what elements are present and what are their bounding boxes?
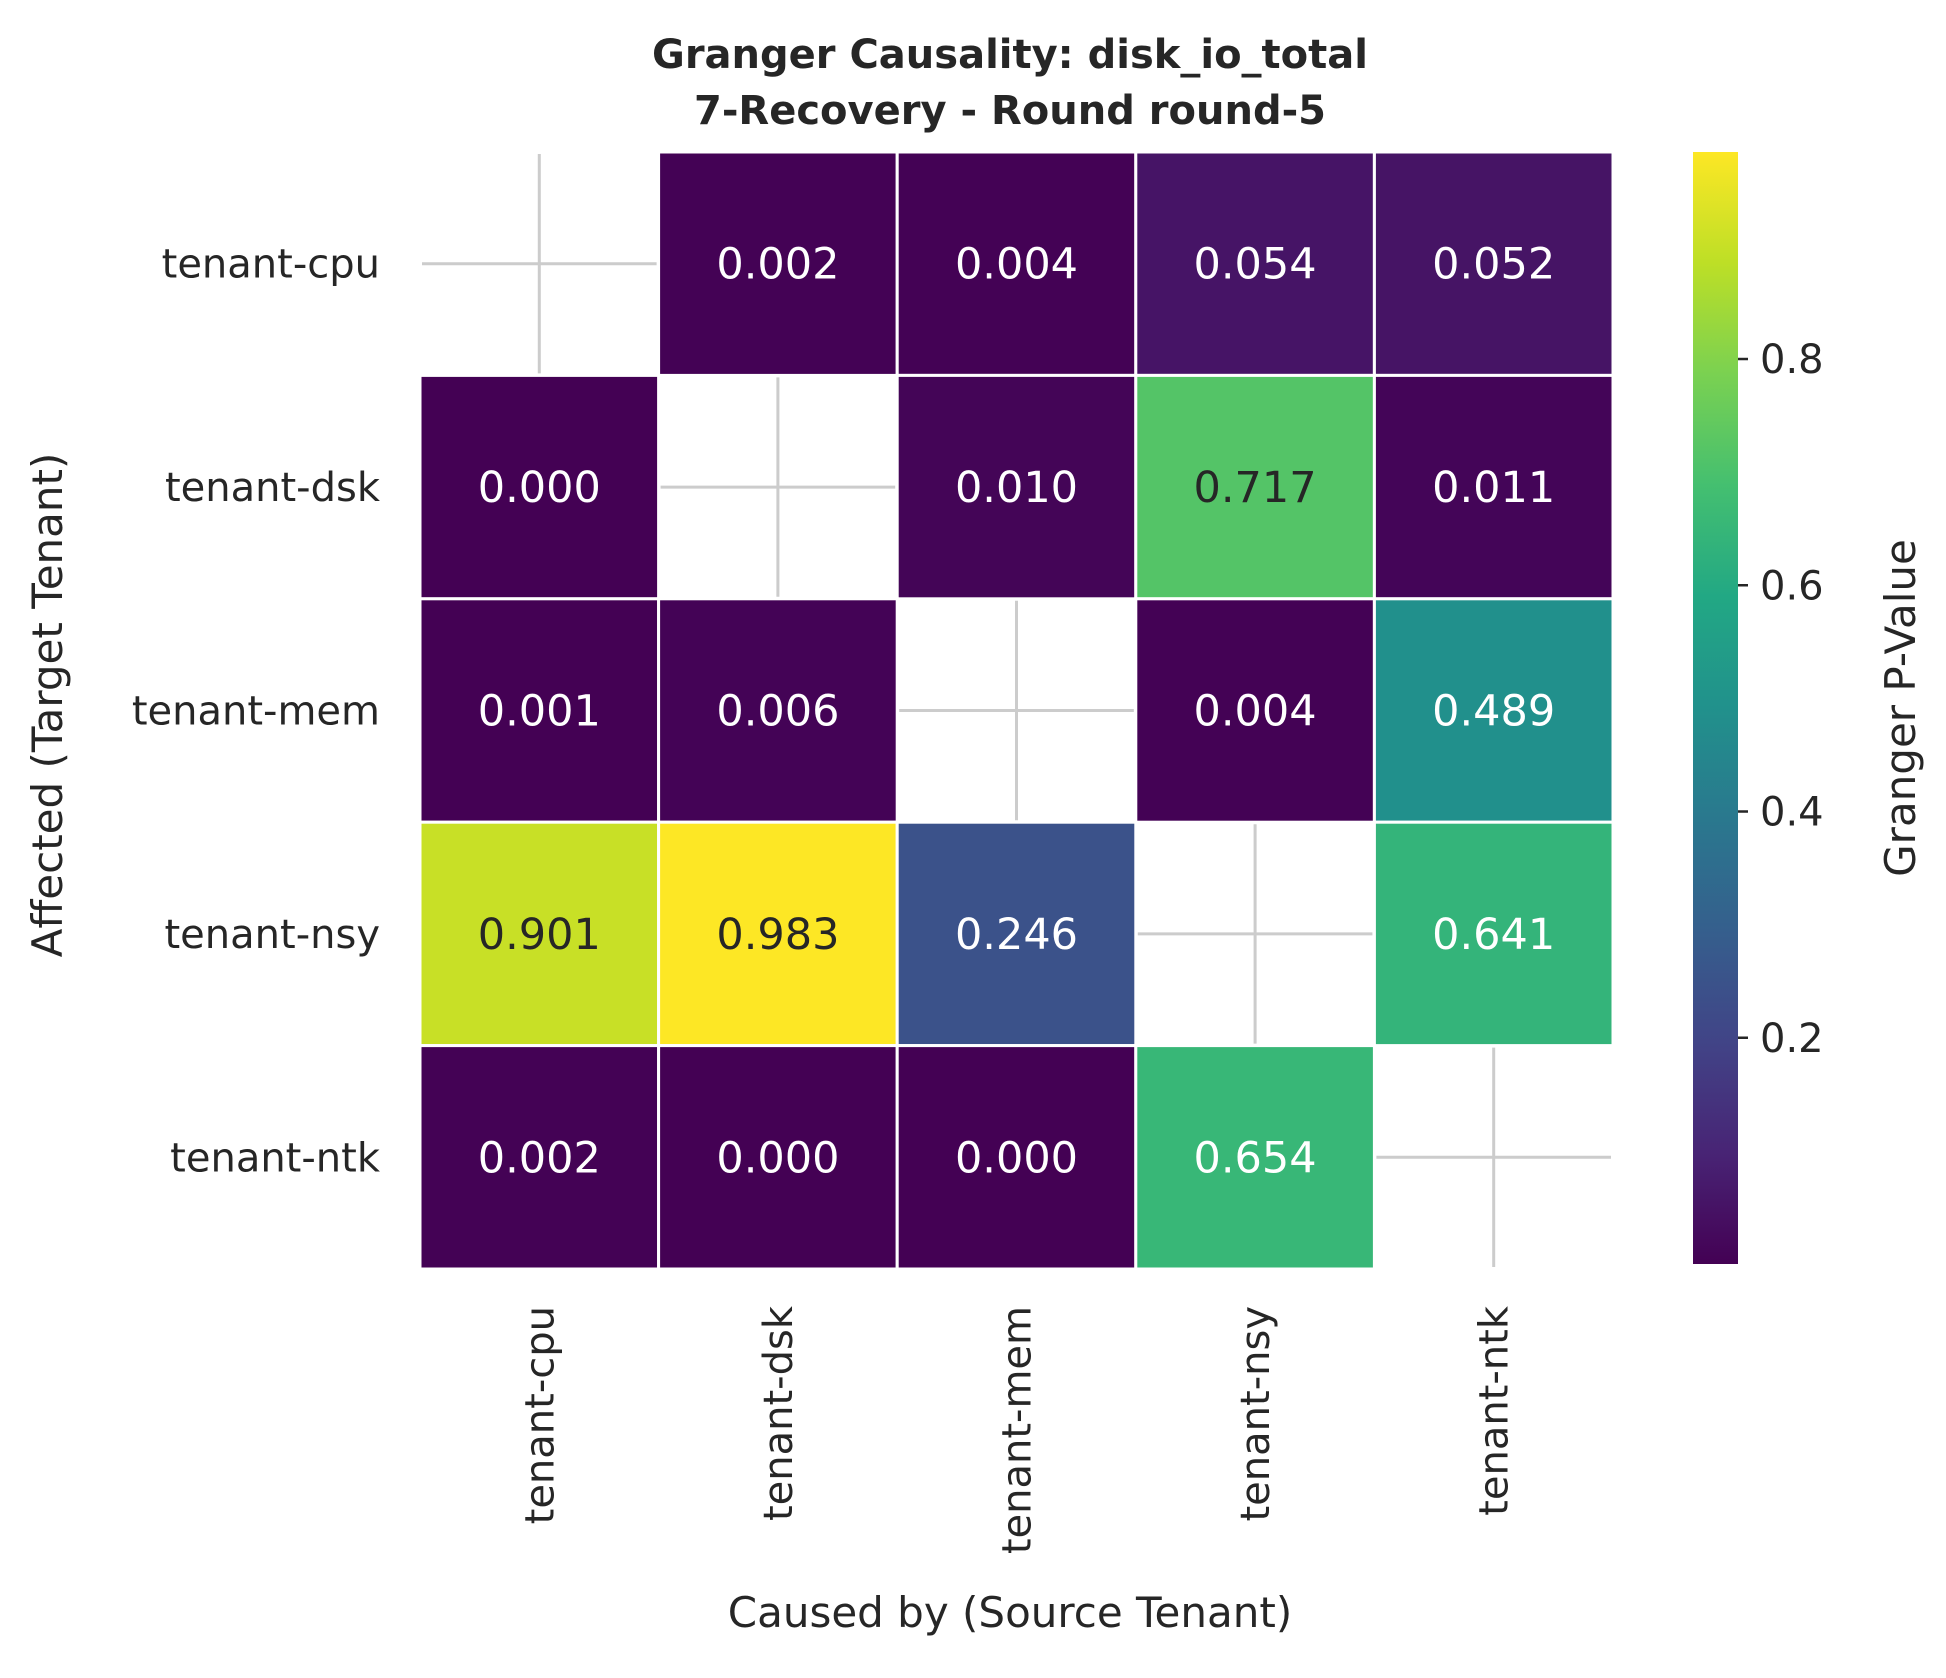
heatmap-cell bbox=[657, 820, 899, 1048]
cell-value-label: 0.983 bbox=[716, 910, 839, 960]
cell-value-label: 0.246 bbox=[955, 910, 1078, 960]
heatmap-cell bbox=[418, 373, 661, 601]
chart-subtitle: 7-Recovery - Round round-5 bbox=[694, 88, 1326, 134]
y-tick-label: tenant-mem bbox=[132, 689, 380, 735]
y-tick-label: tenant-nsy bbox=[165, 912, 381, 958]
cell-value-label: 0.654 bbox=[1194, 1133, 1317, 1183]
x-tick-label: tenant-cpu bbox=[517, 1306, 563, 1524]
colorbar: 0.2 0.4 0.6 0.8 Granger P-Value bbox=[1693, 152, 1925, 1264]
heatmap-cell bbox=[895, 373, 1138, 601]
y-tick-label: tenant-cpu bbox=[162, 242, 380, 288]
heatmap-cell bbox=[418, 1044, 661, 1271]
cell-value-label: 0.001 bbox=[478, 687, 601, 737]
heatmap-cell bbox=[1372, 150, 1615, 377]
cell-value-label: 0.004 bbox=[1194, 687, 1317, 737]
y-tick-label: tenant-dsk bbox=[165, 465, 381, 511]
x-tick-label: tenant-nsy bbox=[1233, 1306, 1279, 1522]
cell-value-label: 0.052 bbox=[1432, 240, 1555, 290]
colorbar-tick-label: 0.4 bbox=[1760, 790, 1824, 836]
cell-value-label: 0.000 bbox=[955, 1133, 1078, 1183]
x-tick-label: tenant-mem bbox=[995, 1306, 1041, 1554]
heatmap-cell bbox=[895, 1044, 1138, 1271]
heatmap-cell bbox=[895, 820, 1138, 1048]
heatmap-cell bbox=[657, 150, 899, 377]
colorbar-tick-label: 0.6 bbox=[1760, 563, 1824, 609]
chart-title: Granger Causality: disk_io_total bbox=[652, 32, 1368, 78]
heatmap-cell bbox=[1134, 597, 1376, 824]
heatmap-cell bbox=[1134, 150, 1376, 377]
cell-value-label: 0.004 bbox=[955, 240, 1078, 290]
x-tick-label: tenant-dsk bbox=[756, 1305, 802, 1521]
heatmap-cells: 0.002 0.004 0.054 0.052 0.000 0.010 0.717 0.011… bbox=[418, 150, 1615, 1271]
x-tick-labels: tenant-cpu tenant-dsk tenant-mem tenant-nsy… bbox=[517, 1305, 1517, 1554]
cell-value-label: 0.000 bbox=[716, 1133, 839, 1183]
cell-value-label: 0.006 bbox=[716, 687, 839, 737]
x-axis-label: Caused by (Source Tenant) bbox=[728, 1588, 1292, 1637]
y-tick-label: tenant-ntk bbox=[170, 1135, 381, 1181]
cell-value-label: 0.054 bbox=[1194, 240, 1317, 290]
colorbar-tick-label: 0.2 bbox=[1760, 1016, 1824, 1062]
cell-value-label: 0.011 bbox=[1432, 463, 1555, 513]
heatmap-cell bbox=[895, 150, 1138, 377]
x-tick-label: tenant-ntk bbox=[1472, 1305, 1518, 1516]
colorbar-gradient bbox=[1693, 152, 1738, 1264]
cell-value-label: 0.002 bbox=[716, 240, 839, 290]
y-tick-labels: tenant-cpu tenant-dsk tenant-mem tenant-nsy… bbox=[132, 242, 381, 1182]
cell-value-label: 0.000 bbox=[478, 463, 601, 513]
cell-value-label: 0.489 bbox=[1432, 687, 1555, 737]
cell-value-label: 0.717 bbox=[1194, 463, 1317, 513]
heatmap-cell bbox=[657, 597, 899, 824]
heatmap-cell bbox=[1372, 820, 1615, 1048]
heatmap-cell bbox=[418, 820, 661, 1048]
heatmap-cell bbox=[1372, 373, 1615, 601]
cell-value-label: 0.010 bbox=[955, 463, 1078, 513]
colorbar-tick-label: 0.8 bbox=[1760, 337, 1824, 383]
cell-value-label: 0.641 bbox=[1432, 910, 1555, 960]
heatmap-cell bbox=[1134, 1044, 1376, 1271]
y-axis-label: Affected (Target Tenant) bbox=[23, 453, 72, 958]
cell-value-label: 0.901 bbox=[478, 910, 601, 960]
colorbar-ticks: 0.2 0.4 0.6 0.8 bbox=[1738, 337, 1824, 1062]
heatmap-cell bbox=[657, 1044, 899, 1271]
cell-value-label: 0.002 bbox=[478, 1133, 601, 1183]
heatmap-cell bbox=[418, 597, 661, 824]
heatmap-cell bbox=[1372, 597, 1615, 824]
colorbar-label: Granger P-Value bbox=[1876, 539, 1925, 877]
